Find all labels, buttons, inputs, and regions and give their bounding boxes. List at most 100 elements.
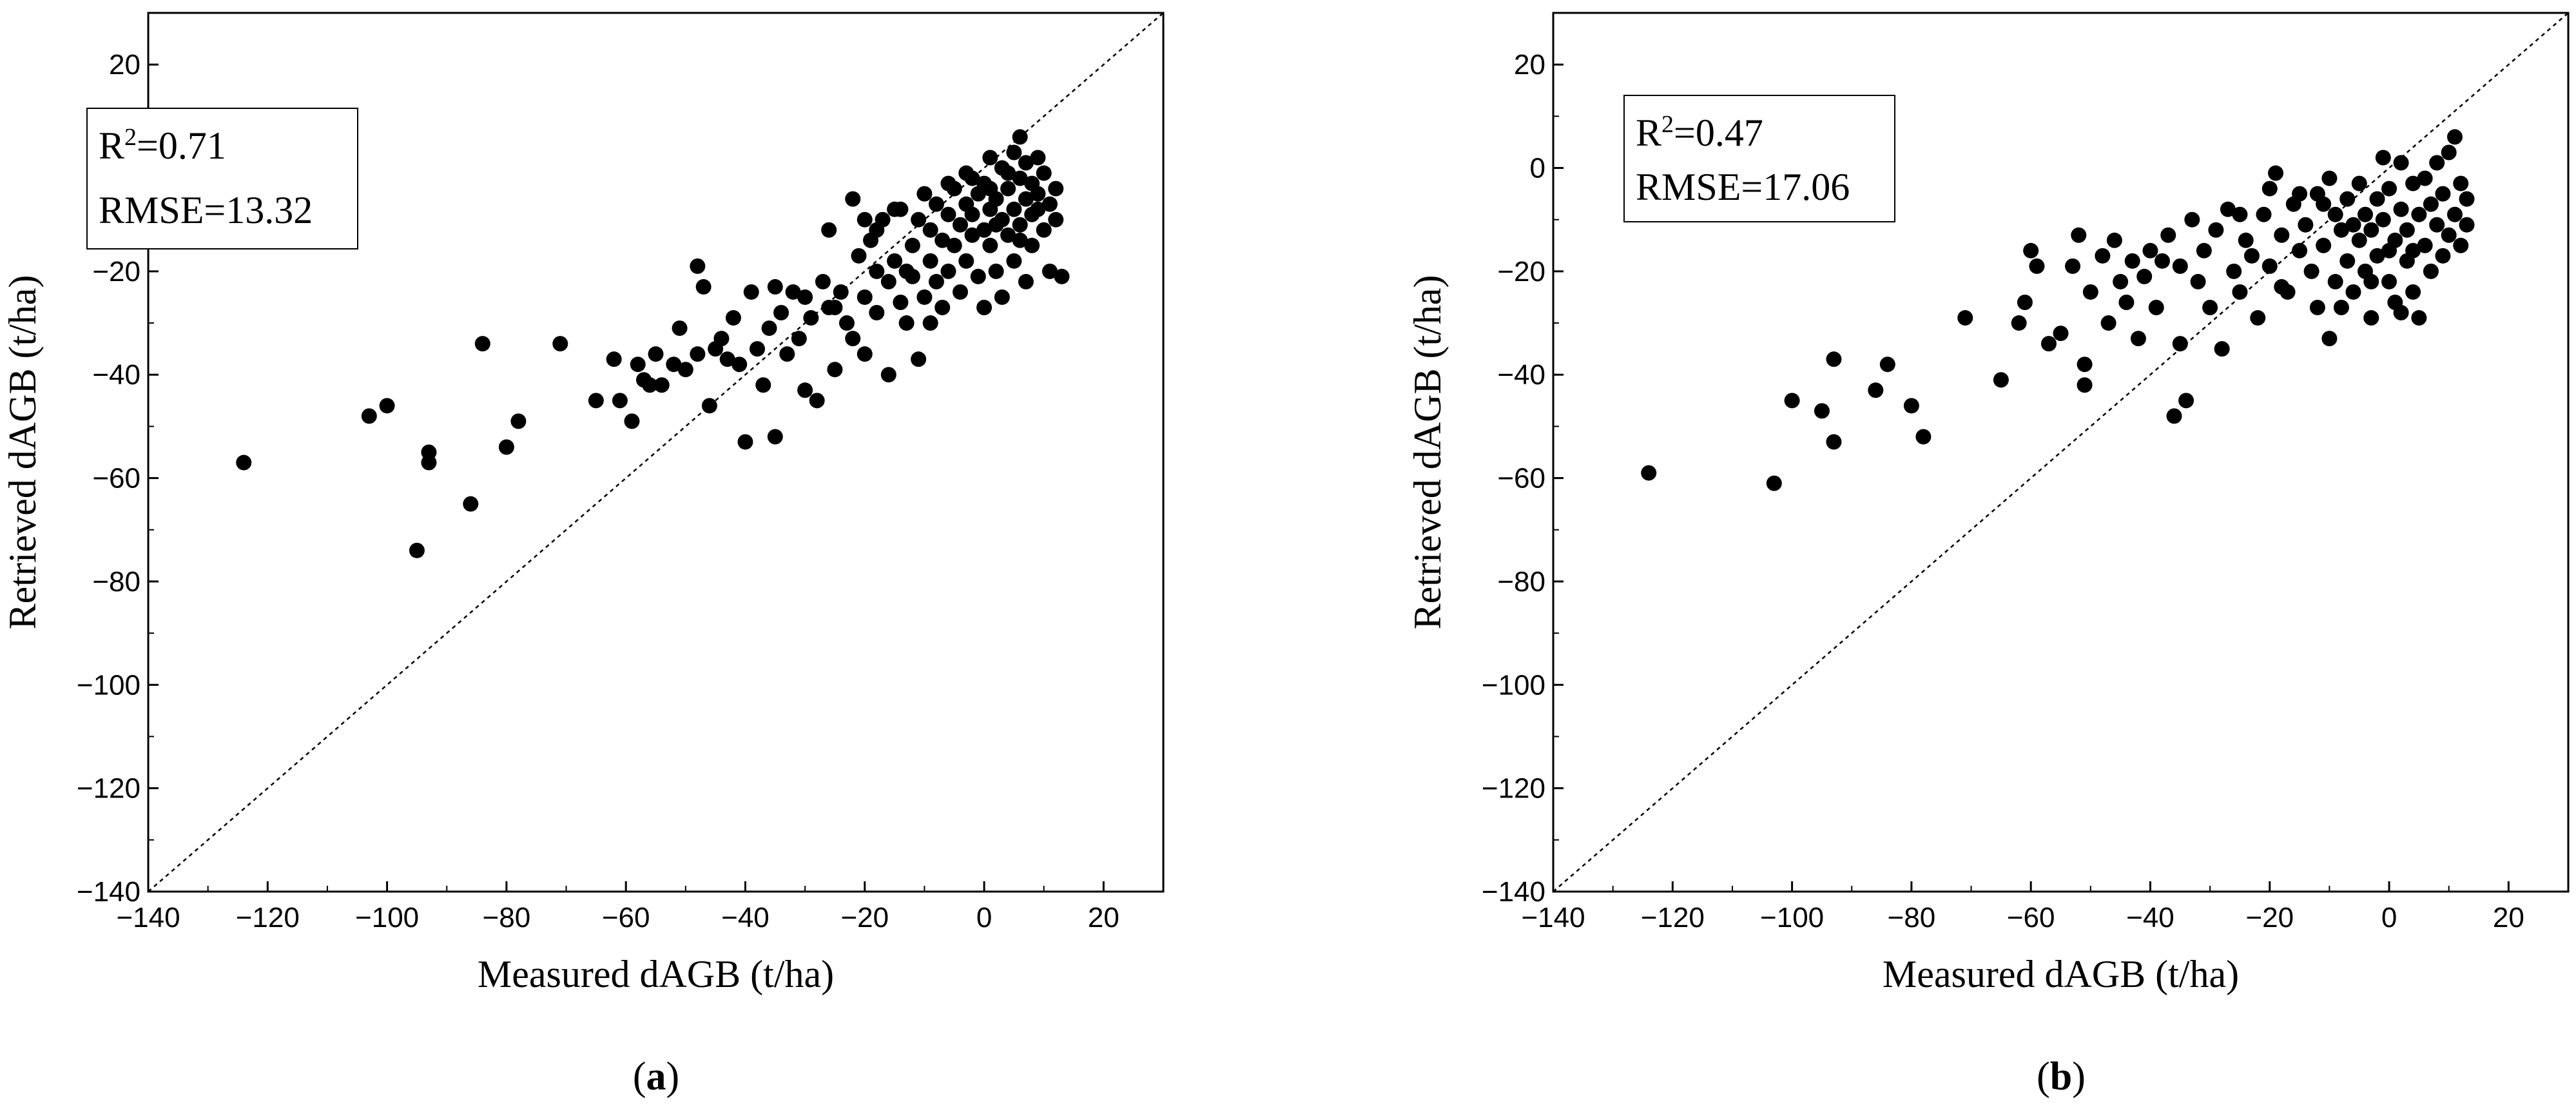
data-point-a-51 <box>845 191 861 207</box>
data-point-a-82 <box>953 217 968 233</box>
y-tick-label-b-1: 0 <box>1530 153 1545 184</box>
data-point-a-71 <box>916 186 933 202</box>
data-point-a-61 <box>880 367 896 383</box>
data-point-a-109 <box>1012 217 1028 233</box>
y-tick-label-b-2: −20 <box>1497 256 1545 288</box>
data-point-b-22 <box>2082 284 2098 300</box>
data-point-b-70 <box>2339 253 2356 269</box>
data-point-a-66 <box>904 237 920 253</box>
data-point-a-49 <box>833 284 849 300</box>
data-point-b-117 <box>2393 305 2409 321</box>
data-point-a-95 <box>982 150 998 166</box>
y-tick-label-b-6: −100 <box>1482 669 1545 701</box>
data-point-a-1 <box>361 408 377 424</box>
data-point-b-107 <box>2453 237 2469 253</box>
data-point-b-100 <box>2435 186 2451 202</box>
data-point-b-0 <box>1641 465 1657 481</box>
data-point-a-70 <box>916 289 933 305</box>
data-point-b-59 <box>2298 217 2314 233</box>
data-point-a-77 <box>935 300 951 316</box>
x-tick-label-b-7: 0 <box>2381 902 2397 933</box>
x-tick-label-a-6: −20 <box>840 902 889 933</box>
data-point-b-13 <box>2017 294 2033 310</box>
y-tick-label-a-3: −40 <box>92 359 140 391</box>
data-point-a-33 <box>743 284 759 300</box>
stats-box-a: R2=0.71 RMSE=13.32 <box>86 108 358 249</box>
data-point-a-110 <box>1018 191 1034 207</box>
data-point-b-50 <box>2250 310 2266 326</box>
data-point-a-117 <box>1030 186 1046 202</box>
data-point-a-22 <box>677 362 693 378</box>
data-point-b-74 <box>2358 206 2373 222</box>
data-point-a-134 <box>988 217 1004 233</box>
data-point-b-95 <box>2417 170 2433 186</box>
data-point-a-104 <box>1006 144 1022 161</box>
y-tick-label-a-0: 20 <box>109 49 140 81</box>
data-point-b-6 <box>1868 382 1884 398</box>
data-point-a-73 <box>922 222 938 238</box>
data-point-b-17 <box>2053 326 2069 342</box>
data-point-b-43 <box>2208 222 2224 238</box>
x-axis-label-b: Measured dAGB (t/ha) <box>1883 953 2239 995</box>
data-point-b-73 <box>2351 232 2367 248</box>
data-point-b-21 <box>2077 377 2093 393</box>
data-point-a-5 <box>421 454 437 471</box>
y-tick-label-a-8: −140 <box>77 876 140 908</box>
data-point-a-2 <box>379 398 395 414</box>
data-point-a-50 <box>838 315 855 331</box>
data-point-a-83 <box>953 284 968 300</box>
y-tick-label-b-8: −140 <box>1482 876 1545 908</box>
data-point-b-119 <box>2316 196 2332 212</box>
data-point-a-126 <box>898 263 915 279</box>
data-point-b-60 <box>2303 263 2319 279</box>
data-point-a-137 <box>1030 201 1046 217</box>
data-point-a-30 <box>725 310 741 326</box>
x-tick-label-b-6: −20 <box>2245 902 2294 933</box>
data-point-a-63 <box>893 294 909 310</box>
data-point-b-92 <box>2411 206 2427 222</box>
data-point-a-88 <box>964 206 980 222</box>
data-point-b-63 <box>2316 237 2332 253</box>
data-point-b-40 <box>2190 273 2206 289</box>
y-axis-label-a: Retrieved dAGB (t/ha) <box>1 275 44 630</box>
data-point-a-8 <box>498 439 514 455</box>
data-point-a-75 <box>928 196 944 212</box>
data-point-a-14 <box>624 413 640 429</box>
data-point-a-87 <box>964 227 980 243</box>
x-tick-label-b-2: −100 <box>1760 902 1824 933</box>
data-point-a-81 <box>946 237 962 253</box>
data-point-a-72 <box>922 253 938 269</box>
x-tick-label-a-5: −40 <box>721 902 770 933</box>
data-point-a-9 <box>510 413 527 429</box>
data-point-a-101 <box>994 289 1010 305</box>
data-point-b-112 <box>2232 206 2248 222</box>
r-squared-label-a: R2=0.71 <box>99 124 226 167</box>
data-point-a-107 <box>1012 129 1028 145</box>
data-point-b-71 <box>2345 284 2361 300</box>
data-point-b-48 <box>2238 232 2254 248</box>
data-point-b-8 <box>1903 398 1919 414</box>
data-point-a-116 <box>1030 150 1046 166</box>
x-tick-label-b-8: 20 <box>2493 902 2524 933</box>
data-point-b-55 <box>2274 227 2290 243</box>
data-point-a-57 <box>869 263 885 279</box>
data-point-b-38 <box>2178 393 2194 409</box>
data-point-b-114 <box>2345 217 2361 233</box>
r-squared-label-b: R2=0.47 <box>1636 111 1763 154</box>
data-point-a-127 <box>797 289 813 305</box>
x-tick-label-b-1: −120 <box>1641 902 1705 933</box>
data-point-b-97 <box>2423 263 2439 279</box>
data-point-b-14 <box>2023 242 2039 259</box>
data-point-b-109 <box>2459 217 2475 233</box>
data-point-a-121 <box>1041 263 1058 279</box>
data-point-b-68 <box>2333 222 2349 238</box>
data-point-b-64 <box>2321 170 2338 186</box>
data-point-a-135 <box>1000 165 1016 181</box>
data-point-a-20 <box>666 357 682 373</box>
data-point-a-31 <box>731 357 748 373</box>
data-point-b-83 <box>2381 181 2397 197</box>
data-point-a-10 <box>552 336 568 352</box>
data-point-b-58 <box>2292 242 2308 259</box>
data-point-a-111 <box>1018 273 1034 289</box>
